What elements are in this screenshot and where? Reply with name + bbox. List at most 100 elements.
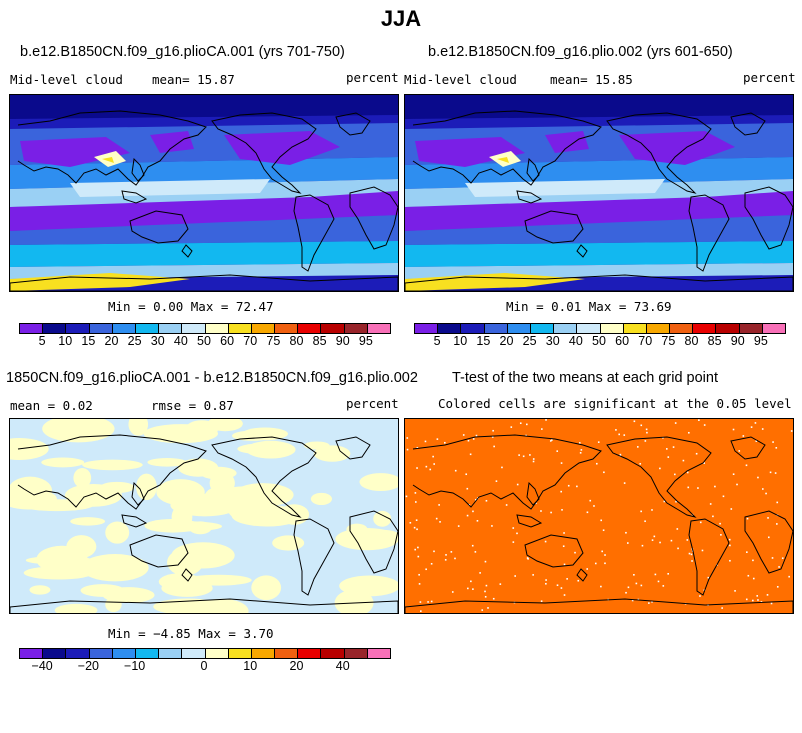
insignificant-cell: [677, 547, 679, 550]
insignificant-cell: [635, 582, 638, 585]
colorbar-tick-label: 85: [312, 334, 327, 348]
coastline: [349, 510, 398, 574]
colorbar-swatch: [275, 324, 299, 333]
colorbar-tick-label: 80: [684, 334, 699, 348]
insignificant-cell: [467, 587, 469, 590]
colorbar-tick-label: 25: [522, 334, 537, 348]
insignificant-cell: [670, 539, 673, 542]
coastline: [606, 112, 712, 194]
colorbar-swatch: [159, 649, 183, 658]
insignificant-cell: [425, 568, 427, 571]
insignificant-cell: [406, 437, 409, 439]
insignificant-cell: [481, 609, 484, 611]
insignificant-cell: [561, 509, 563, 511]
insignificant-cell: [485, 584, 488, 587]
coastline: [516, 514, 543, 528]
insignificant-cell: [640, 424, 643, 427]
insignificant-cell: [633, 574, 635, 576]
mean-label-top-right: mean= 15.85: [550, 72, 633, 87]
insignificant-cell: [522, 455, 525, 458]
insignificant-cell: [775, 447, 778, 449]
insignificant-cell: [738, 450, 741, 452]
insignificant-cell: [695, 452, 698, 455]
insignificant-cell: [746, 517, 749, 520]
insignificant-cell: [714, 485, 716, 488]
colorbar-swatch: [251, 324, 276, 333]
colorbar-swatch: [321, 649, 345, 658]
colorbar-tick-label: 40: [335, 659, 350, 673]
insignificant-cell: [427, 601, 429, 603]
positive-anomaly-patch: [147, 457, 187, 467]
insignificant-cell: [662, 436, 664, 439]
contour-fill: [20, 137, 130, 167]
contour-fill: [497, 157, 509, 163]
insignificant-cell: [471, 544, 474, 547]
insignificant-cell: [746, 551, 748, 553]
insignificant-cell: [745, 464, 748, 467]
insignificant-cell: [457, 525, 460, 527]
insignificant-cell: [510, 426, 513, 428]
insignificant-cell: [772, 441, 774, 443]
insignificant-cell: [682, 459, 685, 462]
insignificant-cell: [451, 591, 454, 593]
insignificant-cell: [788, 575, 790, 578]
colorbar-swatch: [182, 324, 206, 333]
insignificant-cell: [495, 480, 498, 482]
insignificant-cell: [736, 483, 738, 486]
coastline: [121, 190, 148, 204]
coastline: [17, 110, 207, 186]
insignificant-cell: [752, 599, 754, 602]
units-label-top-right: percent: [743, 70, 796, 85]
insignificant-cell: [474, 551, 477, 553]
colorbar-tick-label: 80: [289, 334, 304, 348]
insignificant-cell: [445, 554, 447, 556]
coastline: [293, 518, 335, 596]
insignificant-cell: [501, 466, 503, 469]
difference-field-map: [10, 419, 398, 613]
positive-anomaly-patch: [310, 492, 333, 506]
coastline: [129, 210, 189, 244]
contour-fill: [10, 95, 398, 119]
colorbar-swatch: [415, 324, 439, 333]
insignificant-cell: [430, 600, 433, 603]
colorbar-swatch: [66, 649, 90, 658]
insignificant-cell: [644, 520, 646, 523]
positive-anomaly-patch: [272, 535, 305, 551]
colorbar-tick-label: 50: [197, 334, 211, 348]
units-label-top-left: percent: [346, 70, 399, 85]
insignificant-cell: [703, 424, 706, 426]
insignificant-cell: [545, 582, 547, 585]
insignificant-cell: [439, 521, 441, 523]
insignificant-cell: [728, 538, 731, 541]
positive-anomaly-patch: [279, 504, 310, 525]
insignificant-cell: [633, 420, 636, 423]
insignificant-cell: [475, 434, 478, 437]
contour-fill: [619, 131, 735, 165]
insignificant-cell: [526, 557, 529, 559]
colorbar-swatch: [716, 324, 740, 333]
significance-map: [405, 419, 793, 613]
insignificant-cell: [627, 586, 630, 589]
insignificant-cell: [514, 575, 516, 577]
insignificant-cell: [424, 440, 427, 443]
insignificant-cell: [665, 448, 668, 450]
colorbar-top-left: [19, 323, 391, 334]
insignificant-cell: [532, 460, 535, 463]
insignificant-cell: [438, 504, 440, 506]
coastline: [10, 598, 398, 613]
insignificant-cell: [529, 454, 531, 456]
colorbar-tick-label: 10: [453, 334, 468, 348]
colorbar-tick-label: 5: [38, 334, 46, 348]
insignificant-cell: [750, 426, 753, 428]
colorbar-tick-label: −40: [31, 659, 53, 673]
insignificant-cell: [625, 591, 627, 594]
colorbar-tick-label: 40: [173, 334, 188, 348]
insignificant-cell: [648, 602, 650, 604]
contour-fill: [465, 179, 665, 197]
insignificant-cell: [476, 520, 479, 522]
insignificant-cell: [767, 536, 770, 539]
insignificant-cell: [586, 511, 589, 514]
colorbar-swatch: [367, 324, 390, 333]
colorbar-tick-label: 30: [150, 334, 165, 348]
insignificant-cell: [484, 560, 487, 563]
